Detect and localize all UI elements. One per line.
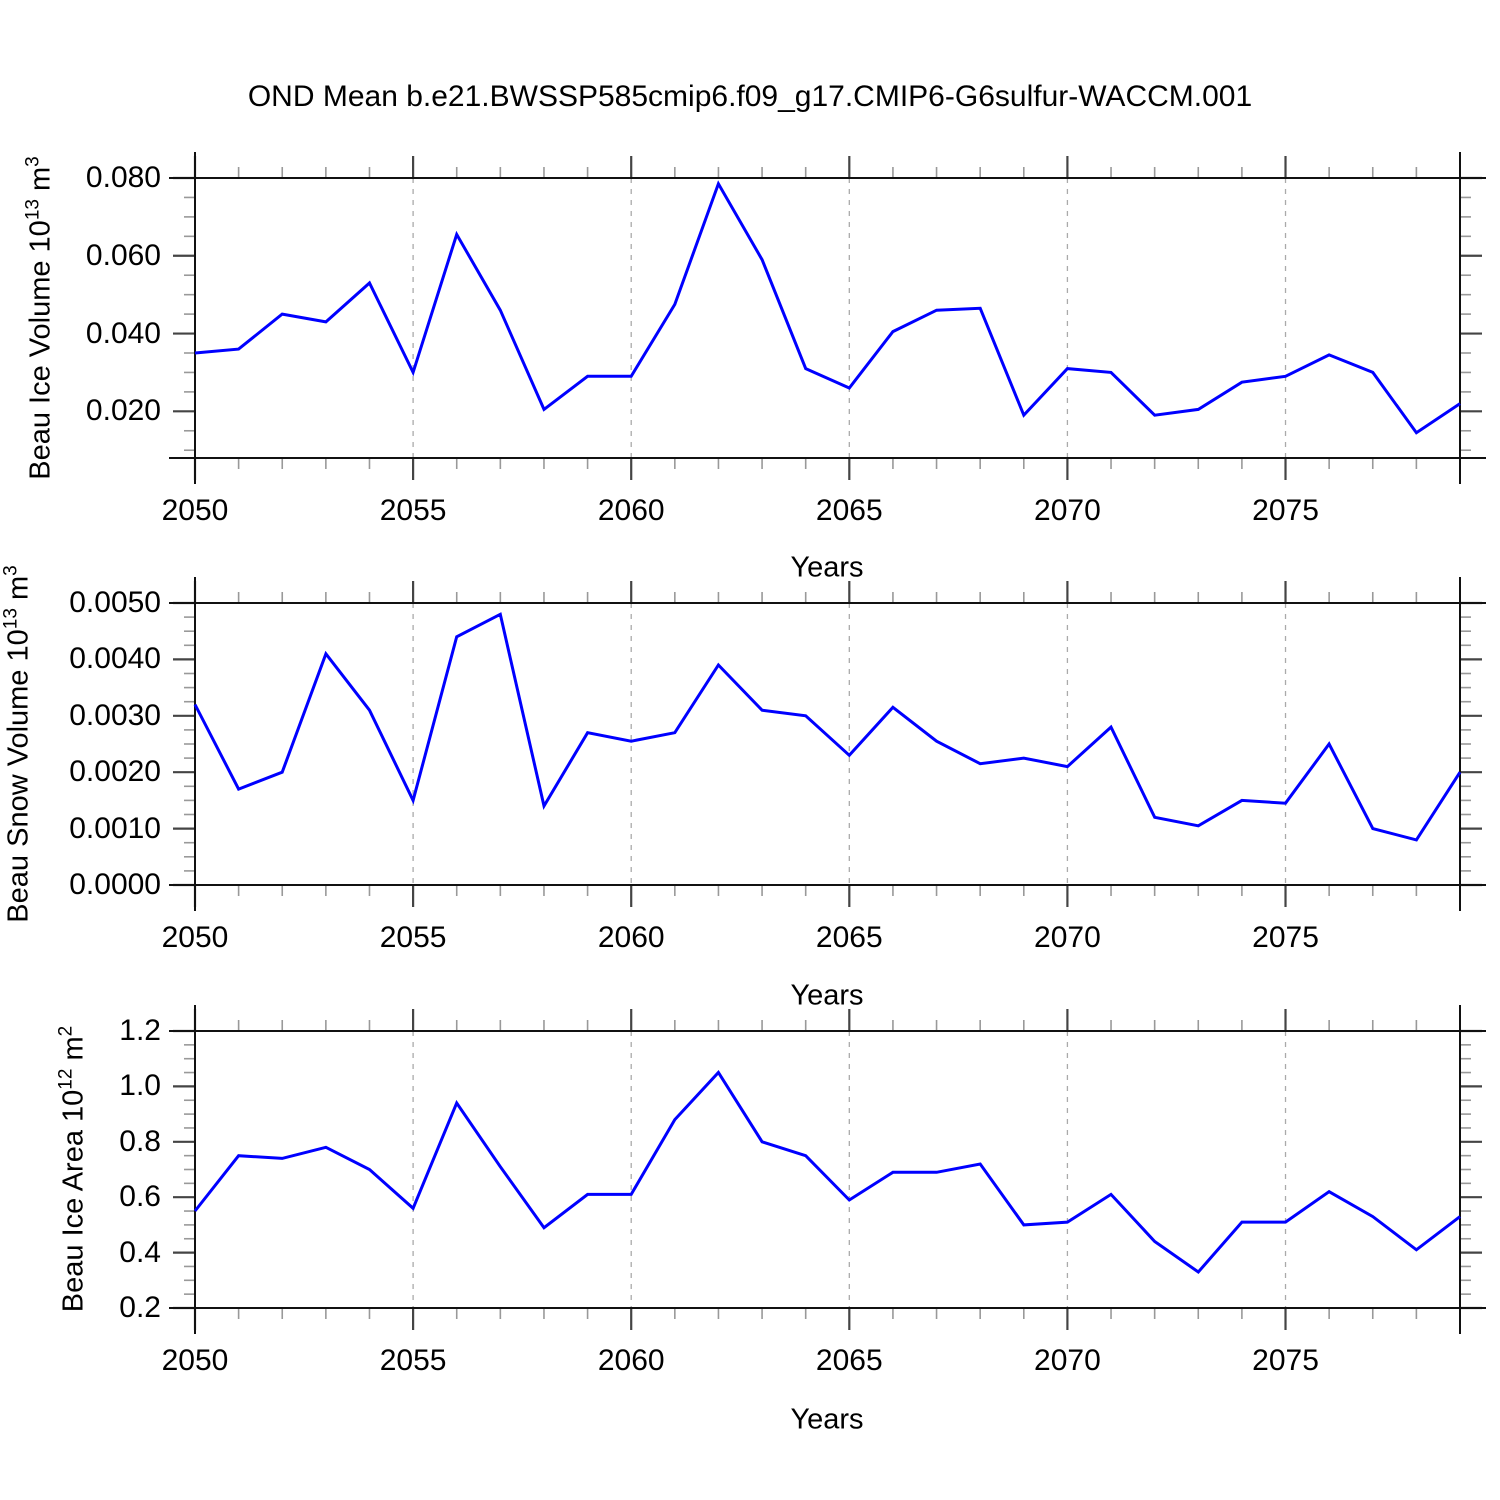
- y-tick-label: 0.040: [85, 316, 161, 350]
- x-tick-label: 2055: [379, 921, 447, 954]
- x-tick-label: 2075: [1252, 1344, 1319, 1377]
- x-axis-title-panel1: Years: [790, 551, 864, 584]
- x-tick-label: 2050: [161, 494, 229, 527]
- y-tick-label: 0.0050: [69, 586, 161, 619]
- x-tick-label: 2050: [161, 921, 229, 954]
- y-tick-label: 1.2: [119, 1014, 161, 1047]
- x-tick-label: 2060: [597, 1344, 665, 1377]
- x-tick-label: 2060: [597, 921, 665, 954]
- y-tick-label: 0.0030: [69, 698, 161, 732]
- x-axis-title-panel2: Years: [790, 979, 864, 1012]
- x-tick-label: 2065: [815, 921, 883, 954]
- x-tick-label: 2055: [379, 1344, 447, 1377]
- x-tick-label: 2060: [597, 494, 665, 527]
- x-tick-label: 2070: [1034, 494, 1101, 527]
- y-tick-label: 0.6: [119, 1180, 161, 1214]
- x-axis-title-panel3: Years: [790, 1403, 864, 1436]
- y-tick-label: 0.0000: [69, 868, 161, 901]
- x-tick-label: 2070: [1034, 921, 1101, 954]
- data-series-line: [193, 1070, 1461, 1275]
- x-tick-label: 2075: [1252, 921, 1319, 954]
- x-tick-label: 2065: [815, 1344, 883, 1377]
- y-tick-label: 0.4: [119, 1235, 161, 1269]
- y-axis-title-unit-exponent: 3: [0, 565, 22, 576]
- page-title: OND Mean b.e21.BWSSP585cmip6.f09_g17.CMI…: [247, 80, 1253, 113]
- y-tick-label: 0.0010: [69, 811, 161, 845]
- y-tick-label: 1.0: [119, 1069, 161, 1103]
- y-tick-label: 0.0040: [69, 642, 161, 676]
- x-tick-label: 2050: [161, 1344, 229, 1377]
- y-axis-title-exponent: 13: [22, 199, 44, 221]
- y-tick-label: 0.020: [85, 394, 161, 428]
- x-tick-label: 2065: [815, 494, 883, 527]
- x-tick-label: 2075: [1252, 494, 1319, 527]
- data-series-line: [194, 180, 1461, 435]
- y-tick-label: 0.080: [85, 161, 161, 194]
- data-series-line: [193, 612, 1462, 842]
- x-tick-label: 2055: [379, 494, 447, 527]
- y-tick-label: 0.0020: [69, 755, 161, 789]
- y-tick-label: 0.2: [119, 1291, 161, 1324]
- y-tick-label: 0.8: [119, 1124, 161, 1158]
- y-tick-label: 0.060: [85, 238, 161, 272]
- x-tick-label: 2070: [1034, 1344, 1101, 1377]
